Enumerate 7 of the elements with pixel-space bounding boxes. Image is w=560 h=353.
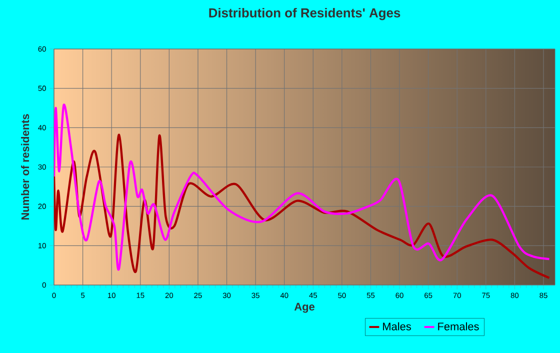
y-axis-title: Number of residents xyxy=(21,114,30,220)
line-series xyxy=(54,104,550,270)
line-series xyxy=(54,134,550,280)
chart-title: Distribution of Residents' Ages xyxy=(209,8,400,20)
x-axis-title: Age xyxy=(294,302,314,313)
legend-label: Females xyxy=(438,322,479,330)
legend-label: Males xyxy=(383,322,411,330)
